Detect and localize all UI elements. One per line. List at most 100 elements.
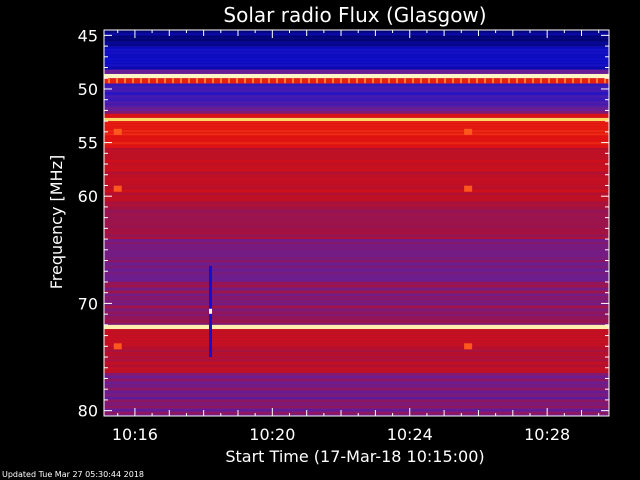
spectral-stripe [104,156,609,159]
spectral-stripe [104,254,609,257]
spectral-stripe [104,365,609,368]
spectral-band [104,73,609,79]
spectral-stripe [104,92,609,95]
spectral-stripe [104,332,609,335]
band-ripple [444,78,446,84]
spectral-stripe [104,139,609,142]
y-tick-label: 45 [78,26,98,45]
spectral-stripe [104,237,609,240]
band-ripple [116,78,118,84]
spectral-stripe [104,409,609,412]
band-ripple [140,78,142,84]
spectral-stripe [104,314,609,317]
spectral-stripe [104,52,609,55]
band-ripple [300,78,302,84]
spectral-stripe [104,388,609,391]
spectral-stripe [104,391,609,394]
spectral-stripe [104,225,609,228]
band-ripple [564,78,566,84]
spectral-stripe [104,201,609,204]
band-ripple [308,78,310,84]
spectral-stripe [104,329,609,332]
spectral-band [104,69,609,74]
x-tick-label: 10:28 [524,425,570,444]
spectral-stripe [104,385,609,388]
axes-frame [103,29,610,417]
spectral-stripe [104,207,609,210]
spectral-stripe [104,281,609,282]
band-ripple [500,78,502,84]
spectral-stripe [104,350,609,353]
spectral-stripe [104,373,609,376]
spectral-stripe [104,400,609,403]
spectral-stripe [104,46,609,49]
spectral-stripe [104,335,609,338]
band-ripple [524,78,526,84]
spectral-stripe [104,356,609,359]
spectral-stripe [104,83,609,86]
plot-area [104,30,609,416]
band-ripple [532,78,534,84]
spectral-stripe [104,323,609,325]
spectral-stripe [104,275,609,278]
spectral-stripe [104,281,609,284]
band-ripple [188,78,190,84]
spectral-stripe [104,165,609,168]
spectral-stripe [104,317,609,320]
updated-timestamp: Updated Tue Mar 27 05:30:44 2018 [2,470,144,479]
y-axis-label: Frequency [MHz] [47,155,66,289]
spectral-stripe [104,86,609,89]
x-tick-label: 10:16 [112,425,158,444]
spectral-stripe [104,371,609,374]
band-ripple [364,78,366,84]
spectral-stripe [104,180,609,183]
spectral-stripe [104,406,609,409]
chart-title: Solar radio Flux (Glasgow) [223,3,486,27]
bright-spot [113,343,122,350]
spectral-stripe [104,397,609,400]
band-ripple [236,78,238,84]
band-ripple [596,78,598,84]
band-ripple [276,78,278,84]
spectral-stripe [104,338,609,341]
band-ripple [108,78,110,84]
spectral-stripe [104,272,609,275]
spectral-stripe [104,260,609,263]
spectral-stripe [104,311,609,314]
spectral-stripe [104,130,609,133]
spectral-stripe [104,344,609,347]
spectral-stripe [104,195,609,198]
band-ripple [316,78,318,84]
spectral-stripe [104,403,609,406]
band-ripple [324,78,326,84]
spectral-stripe [104,302,609,305]
spectral-stripe [104,55,609,58]
spectral-stripe [104,162,609,165]
spectral-stripe [104,127,609,130]
band-ripple [492,78,494,84]
spectral-stripe [104,36,609,38]
spectral-stripe [104,219,609,222]
spectral-stripe [104,362,609,365]
spectral-stripe [104,308,609,311]
band-ripple [340,78,342,84]
spectral-stripe [104,204,609,207]
bright-spot [113,185,122,192]
band-ripple [252,78,254,84]
spectral-stripe [104,242,609,245]
band-ripple [540,78,542,84]
band-ripple [244,78,246,84]
spectral-stripe [104,121,609,124]
spectral-band [104,117,609,122]
spectral-stripe [104,210,609,213]
spectral-stripe [104,376,609,379]
band-ripple [268,78,270,84]
band-ripple [332,78,334,84]
spectral-stripe [104,251,609,254]
band-ripple [388,78,390,84]
spectral-stripe [104,239,609,242]
spectral-stripe [104,42,609,44]
spectral-stripe [104,394,609,397]
spectral-stripe [104,359,609,362]
spectral-stripe [104,39,609,41]
